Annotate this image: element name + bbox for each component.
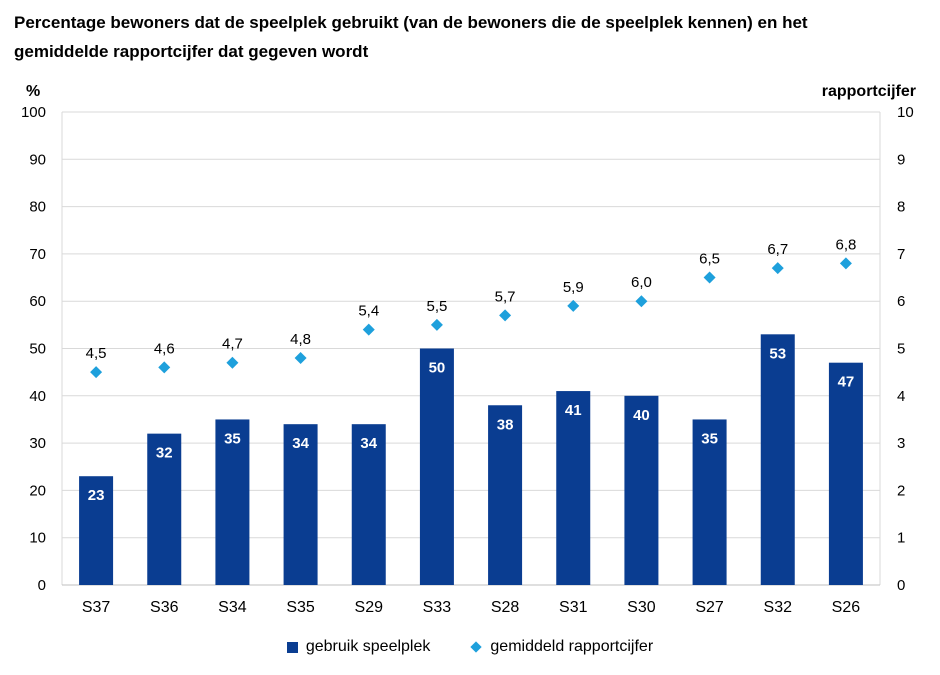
marker-value-label: 5,4 [358, 303, 379, 320]
y-left-tick-label: 80 [29, 199, 46, 216]
bar [692, 419, 727, 585]
x-tick-label: S29 [355, 599, 384, 616]
marker-value-label: 5,9 [563, 279, 584, 296]
y-right-tick-label: 2 [897, 482, 905, 499]
bar-value-label: 38 [497, 416, 514, 433]
bar-value-label: 34 [292, 435, 309, 452]
bar [283, 424, 318, 585]
x-tick-label: S31 [559, 599, 588, 616]
y-left-tick-label: 60 [29, 293, 46, 310]
y-right-tick-label: 5 [897, 341, 905, 358]
bar-value-label: 35 [224, 430, 241, 447]
y-left-tick-label: 100 [21, 104, 46, 121]
y-left-tick-label: 70 [29, 246, 46, 263]
marker-point [294, 351, 307, 364]
bar [488, 405, 523, 585]
y-left-tick-label: 0 [38, 577, 46, 594]
y-axis-left-title: % [26, 83, 40, 100]
bar-value-label: 40 [633, 407, 650, 424]
marker-value-label: 4,5 [86, 345, 107, 362]
bar [215, 419, 250, 585]
legend: gebruik speelplek gemiddeld rapportcijfe… [0, 638, 940, 656]
marker-value-label: 4,6 [154, 340, 175, 357]
marker-value-label: 4,8 [290, 331, 311, 348]
marker-point [362, 323, 375, 336]
marker-point [703, 271, 716, 284]
bar [351, 424, 386, 585]
y-right-tick-label: 9 [897, 151, 905, 168]
bar-value-label: 50 [429, 360, 446, 377]
bar [556, 391, 591, 585]
bar [624, 395, 659, 585]
y-left-tick-label: 90 [29, 151, 46, 168]
legend-bar-label: gebruik speelplek [305, 638, 431, 655]
marker-point [226, 356, 239, 369]
legend-diamond-swatch [470, 641, 483, 653]
x-tick-label: S26 [832, 599, 861, 616]
y-right-tick-label: 1 [897, 530, 905, 547]
y-axis-right-title: rapportcijfer [822, 83, 916, 100]
bar-value-label: 32 [156, 445, 173, 462]
marker-point [771, 262, 784, 275]
bar [147, 433, 182, 585]
bar-value-label: 34 [360, 435, 377, 452]
bar-value-label: 41 [565, 402, 582, 419]
y-left-tick-label: 40 [29, 388, 46, 405]
marker-value-label: 5,5 [426, 298, 447, 315]
bar [419, 348, 454, 585]
chart-title-line-1: Percentage bewoners dat de speelplek geb… [14, 13, 808, 32]
gridlines [62, 111, 880, 539]
legend-bar-swatch [286, 641, 298, 653]
bars: 23 32 35 34 34 50 38 41 40 35 53 47 [79, 334, 863, 585]
marker-point [499, 309, 512, 322]
x-tick-label: S37 [82, 599, 111, 616]
bar-value-label: 23 [88, 487, 105, 504]
bar [760, 334, 795, 585]
chart-title: Percentage bewoners dat de speelplek geb… [14, 8, 924, 66]
marker-value-label: 6,0 [631, 274, 652, 291]
y-right-tick-label: 0 [897, 577, 905, 594]
x-tick-label: S35 [286, 599, 315, 616]
chart-title-line-2: gemiddelde rapportcijfer dat gegeven wor… [14, 42, 369, 61]
x-tick-label: S30 [627, 599, 656, 616]
legend-item-markers: gemiddeld rapportcijfer [470, 638, 653, 656]
marker-value-label: 5,7 [495, 288, 516, 305]
y-right-tick-label: 8 [897, 199, 905, 216]
points: 4,5 4,6 4,7 4,8 5,4 5,5 5,7 5,9 6,0 6,5 6,7 6,8 [86, 236, 856, 379]
y-right-tick-label: 3 [897, 435, 905, 452]
marker-point [635, 295, 648, 308]
bar-value-label: 47 [838, 374, 855, 391]
y-right-tick-label: 6 [897, 293, 905, 310]
legend-marker-label: gemiddeld rapportcijfer [490, 638, 654, 655]
marker-value-label: 6,7 [767, 241, 788, 258]
y-left-tick-label: 50 [29, 341, 46, 358]
y-left-tick-label: 10 [29, 530, 46, 547]
marker-value-label: 6,8 [835, 236, 856, 253]
bar-value-label: 35 [701, 430, 718, 447]
marker-value-label: 4,7 [222, 336, 243, 353]
marker-point [158, 361, 171, 374]
x-tick-label: S33 [423, 599, 452, 616]
y-left-tick-label: 30 [29, 435, 46, 452]
marker-point [839, 257, 852, 270]
marker-point [430, 318, 443, 331]
x-tick-label: S27 [695, 599, 724, 616]
marker-point [90, 366, 103, 379]
marker-point [567, 299, 580, 312]
bar-value-label: 53 [769, 345, 786, 362]
y-right-tick-label: 10 [897, 104, 914, 121]
marker-value-label: 6,5 [699, 251, 720, 268]
bar [828, 362, 863, 585]
bar [79, 476, 114, 585]
y-right-tick-label: 7 [897, 246, 905, 263]
x-tick-label: S32 [764, 599, 793, 616]
x-tick-label: S36 [150, 599, 179, 616]
x-tick-label: S28 [491, 599, 520, 616]
y-left-tick-label: 20 [29, 482, 46, 499]
x-tick-label: S34 [218, 599, 247, 616]
legend-item-bars: gebruik speelplek [286, 638, 431, 656]
y-right-tick-label: 4 [897, 388, 905, 405]
